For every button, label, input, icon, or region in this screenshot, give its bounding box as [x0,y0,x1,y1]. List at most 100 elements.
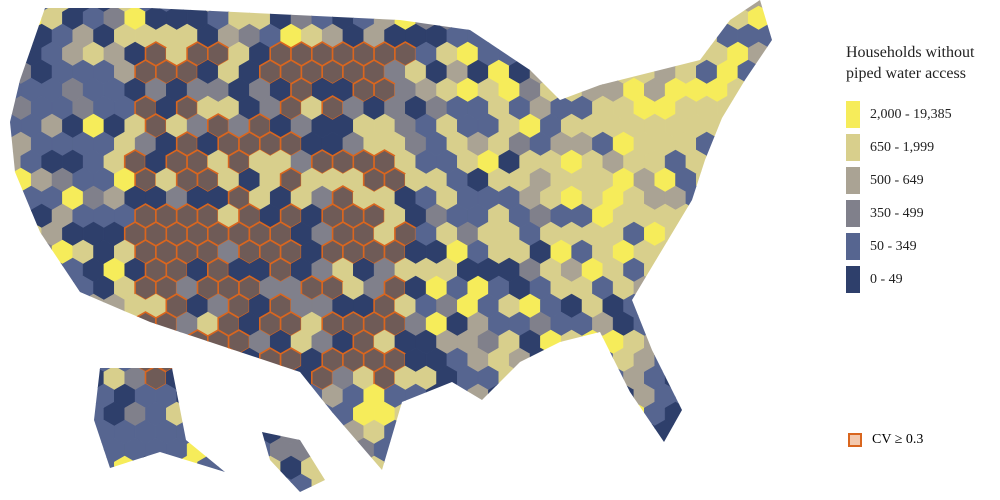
hex-cell [280,0,302,13]
hex-cell [51,275,73,301]
hex-cell [623,437,645,463]
hex-cell [166,329,188,355]
hex-cell [592,0,614,13]
hex-cell [51,383,73,409]
hex-cell [30,275,53,301]
hex-cell [436,473,458,492]
hex-cell [228,473,250,492]
hex-cell [363,0,385,13]
hex-cell [758,239,772,265]
hex-cell [508,0,531,13]
hex-cell [716,203,739,229]
hex-cell [217,383,240,409]
hex-cell [488,455,510,481]
hex-cell [737,311,759,337]
hex-cell [62,401,84,427]
hex-cell [675,311,697,337]
hex-cell [332,437,354,463]
hex-cell [571,59,593,85]
hex-cell [51,311,73,337]
hex-cell [779,60,800,84]
hex-cell [529,0,552,13]
hex-cell [321,419,344,445]
hex-cell [41,329,63,355]
hex-cell [207,365,230,391]
hex-cell [425,455,448,481]
hex-cell [446,419,468,445]
hex-cell [623,5,645,31]
hex-cell [727,113,749,139]
hex-cell [155,455,177,481]
hex-cell [612,23,635,49]
hex-cell [238,419,261,445]
hex-cell [696,0,718,13]
hex-cell [10,293,22,319]
hex-cell [654,23,676,49]
hex-cell [737,95,759,121]
hex-cell [790,222,811,246]
hex-cell [405,419,427,445]
hex-cell [768,473,772,492]
hex-cell [30,347,53,373]
hex-cell [747,365,770,391]
hex-cell [342,0,364,13]
hex-cell [685,329,707,355]
hex-cell [581,5,604,31]
hex-cell [779,348,800,372]
hex-cell [633,0,655,13]
hex-cell [519,473,541,492]
hex-cell [716,131,739,157]
hex-cell [550,455,572,481]
hex-cell [811,366,830,390]
hex-cell [706,365,728,391]
hex-cell [675,419,697,445]
hex-cell [550,23,572,49]
hex-cell [20,365,42,391]
hex-cell [103,473,125,492]
hex-cell [779,96,800,120]
hex-cell [166,473,188,492]
hex-cell [602,401,624,427]
hex-cell [790,114,811,138]
hex-cell [706,185,728,211]
hex-cell [560,5,583,31]
hex-cell [519,5,541,31]
hex-cell [747,437,770,463]
hex-cell [571,419,593,445]
hex-cell [10,23,32,49]
hex-cell [779,240,800,264]
hex-cell [321,455,344,481]
hex-cell [800,60,821,84]
hex-cell [800,204,821,228]
hex-cell [685,437,707,463]
hex-cell [779,204,800,228]
hex-cell [727,437,749,463]
hex-cell [62,329,84,355]
hex-cell [560,365,583,391]
legend-swatch [846,134,860,161]
hex-cell [706,221,728,247]
hex-cell [747,293,770,319]
hex-cell [768,401,772,427]
hex-cell [779,420,800,444]
hex-cell [550,419,572,445]
hex-cell [145,473,167,492]
hex-cell [581,437,604,463]
hex-cell [10,167,11,193]
hex-cell [716,239,739,265]
hex-grid [10,0,830,492]
hex-cell [779,132,800,156]
hex-cell [571,0,593,13]
hex-cell [529,23,552,49]
hex-cell [30,383,53,409]
hex-cell [10,347,11,373]
hex-cell [696,383,718,409]
hex-cell [706,437,728,463]
hex-cell [685,473,707,492]
hex-cell [716,167,739,193]
hex-cell [477,401,500,427]
hex-cell [248,365,272,391]
hex-cell [779,312,800,336]
hex-cell [727,329,749,355]
hex-cell [790,6,811,30]
